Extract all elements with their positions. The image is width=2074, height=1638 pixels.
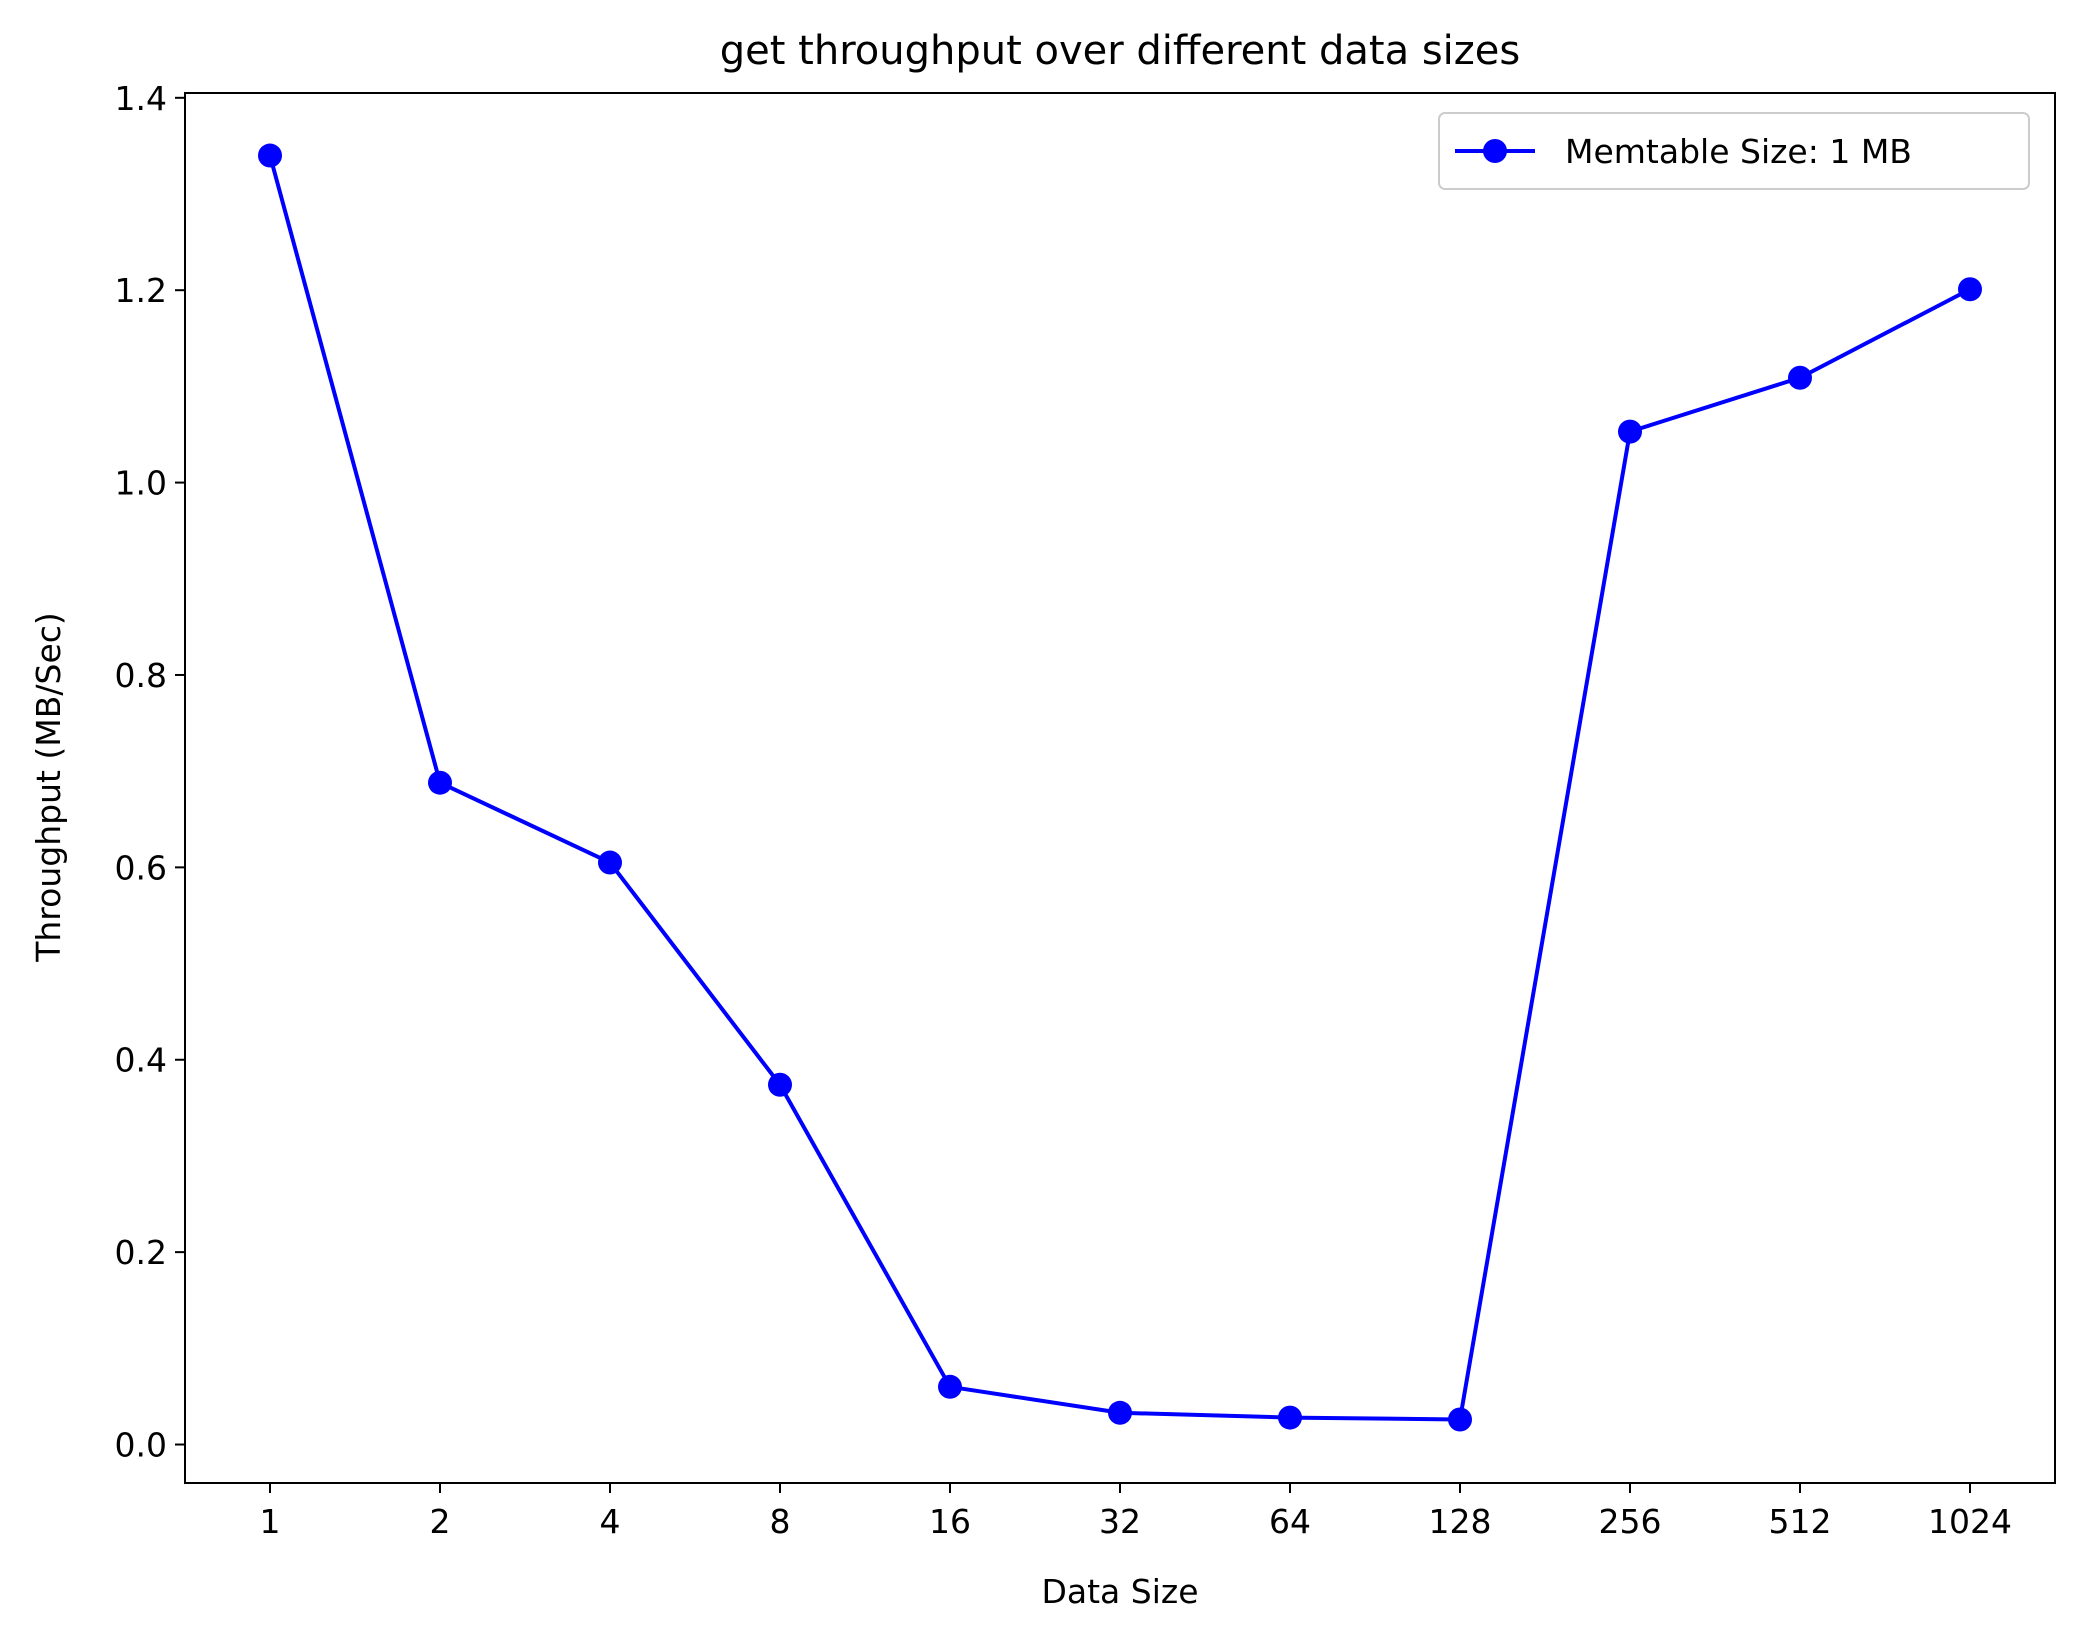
- data-point: [1958, 277, 1982, 302]
- x-tick-label: 128: [1429, 1502, 1492, 1541]
- y-tick-label: 0.2: [115, 1233, 167, 1272]
- data-point: [768, 1072, 792, 1097]
- y-tick-label: 1.0: [115, 464, 167, 503]
- x-tick-label: 256: [1599, 1502, 1662, 1541]
- x-axis-label: Data Size: [1041, 1572, 1198, 1611]
- x-tick-label: 4: [600, 1502, 621, 1541]
- chart-title: get throughput over different data sizes: [720, 28, 1520, 74]
- data-point: [1618, 419, 1642, 444]
- y-tick-label: 1.4: [115, 79, 167, 118]
- y-tick-label: 0.8: [115, 656, 167, 695]
- data-point: [258, 143, 282, 168]
- x-tick-label: 1024: [1928, 1502, 2012, 1541]
- x-tick-label: 1: [260, 1502, 281, 1541]
- series-line: [268, 155, 1971, 1422]
- data-point: [428, 770, 452, 795]
- x-tick-label: 32: [1099, 1502, 1141, 1541]
- legend-marker-icon: [1483, 139, 1507, 163]
- legend-label: Memtable Size: 1 MB: [1565, 132, 1912, 171]
- data-point: [1108, 1400, 1132, 1425]
- x-tick-label: 2: [430, 1502, 451, 1541]
- y-tick-label: 0.0: [115, 1426, 167, 1465]
- plot-area: 0.0 0.2 0.4 0.6 0.8 1.0 1.2 1.4 1 2 4 8 16 32 64 128 256…: [115, 79, 2056, 1541]
- legend: Memtable Size: 1 MB: [1438, 112, 2030, 190]
- x-tick-label: 8: [770, 1502, 791, 1541]
- plot-frame: [184, 92, 2056, 1484]
- y-tick-label: 0.6: [115, 848, 167, 887]
- data-point: [1448, 1407, 1472, 1432]
- x-tick-label: 64: [1269, 1502, 1311, 1541]
- y-tick-label: 0.4: [115, 1041, 167, 1080]
- data-point: [598, 850, 622, 875]
- data-point: [938, 1374, 962, 1399]
- x-tick-label: 512: [1769, 1502, 1832, 1541]
- y-tick-label: 1.2: [115, 271, 167, 310]
- legend-box: [1438, 112, 2030, 190]
- data-point: [1278, 1405, 1302, 1430]
- data-point: [1788, 365, 1812, 390]
- x-tick-label: 16: [929, 1502, 971, 1541]
- y-axis-label: Throughput (MB/Sec): [29, 612, 68, 963]
